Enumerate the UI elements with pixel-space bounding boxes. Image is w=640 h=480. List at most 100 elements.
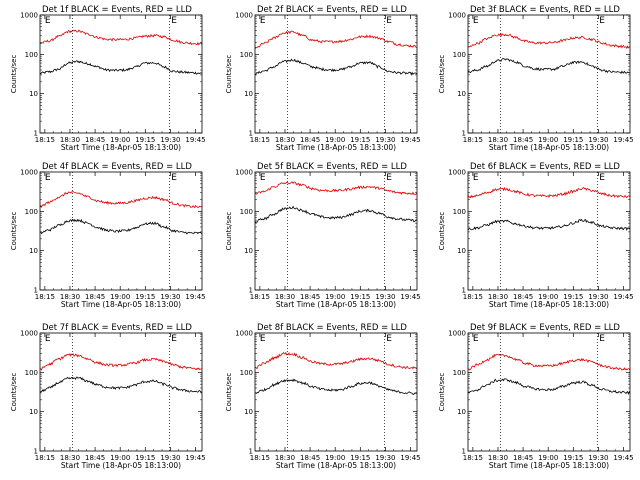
x-tick-label: 18:30 [60,454,80,462]
y-tick-label: 10 [244,247,253,255]
y-tick-label: 1 [249,287,253,295]
y-tick-label: 100 [25,369,38,377]
x-tick-label: 18:45 [513,293,533,301]
event-marker-label: E [473,334,479,344]
y-tick-label: 1 [462,287,466,295]
panel-title: Det 6f BLACK = Events, RED = LLD [470,162,620,172]
event-marker-label: E [386,173,392,183]
x-tick-label: 19:15 [350,136,370,144]
x-axis-label: Start Time (18-Apr-05 18:13:00) [276,143,396,152]
x-tick-label: 19:30 [160,454,180,462]
x-tick-label: 19:30 [588,293,608,301]
plot-frame [254,332,418,452]
x-tick-label: 19:30 [160,293,180,301]
x-axis-label: Start Time (18-Apr-05 18:13:00) [61,300,181,309]
events-series-line [254,378,418,395]
y-tick-label: 100 [453,51,466,59]
y-tick-label: 1000 [235,169,253,177]
plot-frame [467,14,631,134]
x-axis-label: Start Time (18-Apr-05 18:13:00) [61,143,181,152]
x-tick-label: 19:30 [375,293,395,301]
plot-frame [254,171,418,291]
x-tick-label: 19:45 [400,293,420,301]
y-tick-label: 10 [29,408,38,416]
y-axis-label: Counts/sec [10,55,18,94]
plot-frame [39,14,203,134]
x-tick-label: 19:00 [325,454,345,462]
x-axis-label: Start Time (18-Apr-05 18:13:00) [489,461,609,470]
event-marker-label: E [171,16,177,26]
lld-series-line [254,30,418,50]
x-tick-label: 18:45 [300,454,320,462]
events-series-line [254,205,418,224]
event-marker-label: E [599,334,605,344]
y-tick-label: 1 [34,130,38,138]
y-tick-label: 10 [29,247,38,255]
event-marker-label: E [45,173,51,183]
events-series-line [467,218,631,232]
x-tick-label: 18:45 [513,136,533,144]
event-marker-label: E [171,173,177,183]
x-tick-label: 19:15 [350,293,370,301]
x-tick-label: 19:00 [538,293,558,301]
x-tick-label: 18:30 [275,454,295,462]
y-tick-label: 1 [249,130,253,138]
x-tick-label: 18:45 [85,454,105,462]
x-tick-label: 19:15 [350,454,370,462]
y-tick-label: 1000 [448,330,466,338]
event-marker-label: E [599,173,605,183]
x-tick-label: 19:45 [185,136,205,144]
event-marker-label: E [260,334,266,344]
panel-title: Det 1f BLACK = Events, RED = LLD [42,5,192,15]
panel-title: Det 9f BLACK = Events, RED = LLD [470,323,620,333]
lld-series-line [39,191,202,209]
events-series-line [467,378,631,396]
lld-series-line [254,181,418,195]
x-tick-label: 19:45 [185,454,205,462]
y-tick-label: 1000 [235,12,253,20]
x-tick-label: 19:15 [563,454,583,462]
event-marker-label: E [45,16,51,26]
y-tick-label: 1 [249,448,253,456]
x-tick-label: 18:30 [488,136,508,144]
x-tick-label: 18:30 [488,293,508,301]
x-tick-label: 19:30 [588,454,608,462]
x-tick-label: 18:15 [463,136,483,144]
y-tick-label: 1000 [20,330,38,338]
y-tick-label: 1000 [20,169,38,177]
x-tick-label: 19:30 [160,136,180,144]
x-tick-label: 19:00 [110,293,130,301]
plot-frame [467,332,631,452]
y-tick-label: 100 [240,208,253,216]
x-tick-label: 19:45 [185,293,205,301]
x-tick-label: 19:15 [135,136,155,144]
event-marker-label: E [260,16,266,26]
x-tick-label: 19:45 [613,293,633,301]
lld-series-line [467,32,631,50]
x-tick-label: 18:30 [488,454,508,462]
y-tick-label: 10 [29,90,38,98]
x-tick-label: 19:45 [400,136,420,144]
x-tick-label: 18:15 [35,454,55,462]
x-tick-label: 18:15 [250,293,270,301]
y-axis-label: Counts/sec [225,212,233,251]
x-tick-label: 18:15 [35,136,55,144]
event-marker-label: E [473,16,479,26]
y-tick-label: 10 [244,90,253,98]
event-marker-label: E [171,334,177,344]
x-tick-label: 18:15 [463,293,483,301]
x-axis-label: Start Time (18-Apr-05 18:13:00) [276,300,396,309]
lld-series-line [39,29,203,46]
plot-frame [467,171,631,291]
plot-frame [254,14,418,134]
y-tick-label: 1 [462,130,466,138]
lld-series-line [468,353,631,371]
x-tick-label: 19:00 [538,136,558,144]
panel-title: Det 2f BLACK = Events, RED = LLD [257,5,407,15]
y-tick-label: 1000 [20,12,38,20]
